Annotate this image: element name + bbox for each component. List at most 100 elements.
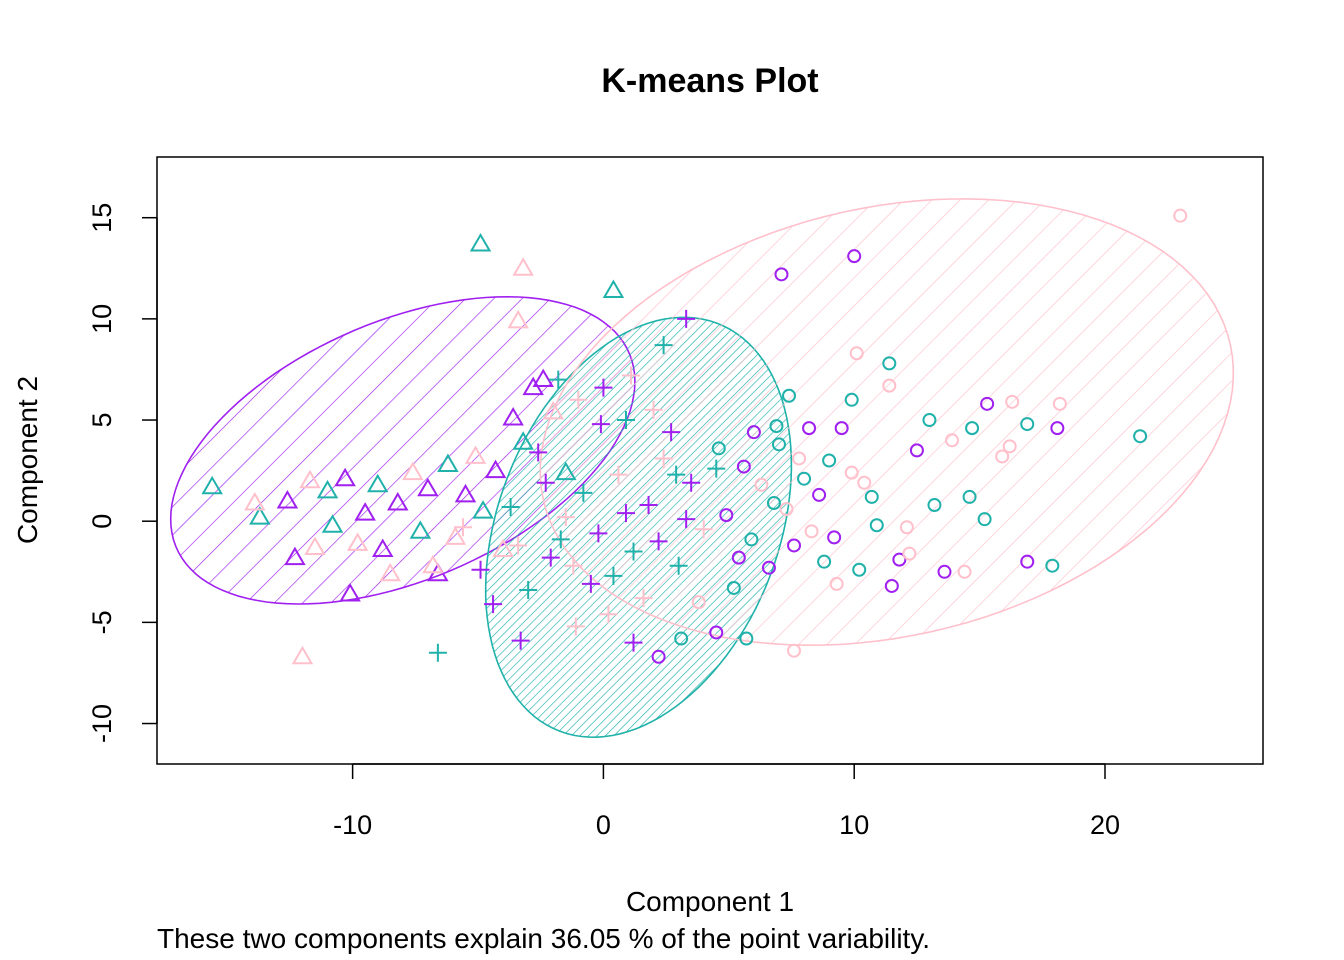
cluster-2-point bbox=[599, 605, 618, 624]
cluster-3-point bbox=[1050, 421, 1065, 436]
cluster-1-point bbox=[532, 368, 554, 388]
chart-subtitle: These two components explain 36.05 % of … bbox=[157, 923, 930, 954]
cluster-ellipses bbox=[169, 198, 1235, 739]
cluster-3-point bbox=[766, 495, 781, 510]
cluster-3-point bbox=[937, 564, 952, 579]
cluster-2-point bbox=[484, 595, 503, 614]
cluster-3-point bbox=[899, 520, 914, 535]
cluster-1-point bbox=[444, 526, 467, 545]
cluster-3-point bbox=[761, 560, 776, 575]
cluster-1-point bbox=[492, 538, 514, 558]
cluster-1-point bbox=[507, 309, 529, 329]
cluster-3-point bbox=[980, 396, 995, 411]
y-tick-label: -10 bbox=[87, 704, 117, 743]
cluster-2-point bbox=[677, 309, 696, 328]
cluster-3-point bbox=[869, 518, 884, 533]
cluster-1-point bbox=[602, 279, 625, 299]
cluster-1-point bbox=[371, 538, 394, 558]
cluster-3-point bbox=[711, 441, 726, 456]
cluster-1-point bbox=[249, 506, 271, 525]
cluster-2-point bbox=[589, 524, 608, 543]
cluster-3-point bbox=[754, 477, 769, 492]
cluster-3-point bbox=[736, 459, 751, 474]
cluster-2-point bbox=[509, 536, 528, 555]
cluster-3-point bbox=[822, 453, 837, 468]
cluster-1-point bbox=[437, 453, 459, 473]
cluster-3-point bbox=[779, 502, 794, 517]
x-axis-label: Component 1 bbox=[626, 886, 794, 917]
cluster-2-point bbox=[564, 556, 583, 575]
cluster-2-point bbox=[682, 473, 701, 492]
cluster-2-point bbox=[616, 411, 635, 430]
cluster-3-point bbox=[927, 498, 942, 513]
cluster-3-ellipse bbox=[539, 198, 1235, 647]
cluster-2-point bbox=[662, 423, 681, 442]
cluster-3-point bbox=[965, 421, 980, 436]
cluster-1-point bbox=[366, 473, 389, 493]
cluster-2-point bbox=[694, 520, 713, 539]
cluster-2-point bbox=[609, 465, 628, 484]
cluster-2-point bbox=[549, 370, 568, 389]
chart-title: K-means Plot bbox=[601, 62, 818, 100]
cluster-3-point bbox=[787, 643, 802, 658]
cluster-3-point bbox=[792, 451, 807, 466]
cluster-1-point bbox=[321, 514, 344, 533]
cluster-2-point bbox=[541, 548, 560, 567]
cluster-3-point bbox=[892, 552, 907, 567]
cluster-3-point bbox=[1005, 394, 1020, 409]
cluster-2-point bbox=[501, 498, 520, 517]
cluster-2-point bbox=[639, 496, 658, 515]
cluster-3-point bbox=[1045, 558, 1060, 573]
x-tick-label: 20 bbox=[1090, 810, 1120, 840]
cluster-1-point bbox=[454, 483, 477, 503]
cluster-2-point bbox=[669, 556, 688, 575]
cluster-2-point bbox=[654, 336, 673, 355]
cluster-3-point bbox=[902, 546, 917, 561]
cluster-1-point bbox=[402, 461, 424, 481]
cluster-2-point bbox=[616, 504, 635, 523]
cluster-3-point bbox=[769, 419, 784, 434]
cluster-2-point bbox=[536, 473, 555, 492]
cluster-2-point bbox=[511, 631, 530, 650]
cluster-3-point bbox=[691, 595, 706, 610]
cluster-1-point bbox=[472, 500, 494, 519]
cluster-2-point bbox=[581, 574, 600, 593]
cluster-3-point bbox=[797, 471, 812, 486]
cluster-3-point bbox=[1133, 429, 1148, 444]
cluster-3-point bbox=[962, 489, 977, 504]
cluster-1-point bbox=[316, 479, 339, 499]
cluster-3-point bbox=[771, 437, 786, 452]
cluster-1-point bbox=[276, 489, 299, 509]
cluster-2-point bbox=[622, 366, 640, 385]
cluster-2-point bbox=[569, 390, 588, 409]
cluster-3-point bbox=[802, 421, 817, 436]
cluster-1-point bbox=[555, 461, 577, 481]
cluster-2-point bbox=[604, 566, 623, 585]
cluster-3-point bbox=[852, 562, 867, 577]
cluster-3-point bbox=[1020, 554, 1035, 569]
cluster-1-point bbox=[542, 400, 564, 420]
cluster-3-point bbox=[1173, 208, 1188, 223]
x-tick-label: 10 bbox=[839, 810, 869, 840]
cluster-1-point bbox=[512, 257, 534, 276]
cluster-3-point bbox=[844, 392, 859, 407]
cluster-3-point bbox=[977, 512, 992, 527]
cluster-3-point bbox=[857, 475, 872, 490]
cluster-1-point bbox=[354, 502, 376, 521]
cluster-2-point bbox=[556, 508, 575, 527]
cluster-1-point bbox=[334, 467, 356, 487]
y-axis-label: Component 2 bbox=[12, 376, 43, 544]
cluster-3-point bbox=[731, 550, 746, 565]
cluster-3-point bbox=[739, 631, 754, 646]
cluster-3-point bbox=[995, 449, 1010, 464]
cluster-3-point bbox=[829, 576, 844, 591]
cluster-3-point bbox=[847, 249, 862, 264]
cluster-3-point bbox=[804, 524, 819, 539]
cluster-3-point bbox=[817, 554, 832, 569]
x-tick-label: -10 bbox=[333, 810, 372, 840]
cluster-3-point bbox=[787, 538, 802, 553]
cluster-2-point bbox=[453, 518, 472, 537]
cluster-2-point bbox=[519, 580, 538, 599]
cluster-3-point bbox=[864, 489, 879, 504]
cluster-3-point bbox=[782, 388, 796, 403]
